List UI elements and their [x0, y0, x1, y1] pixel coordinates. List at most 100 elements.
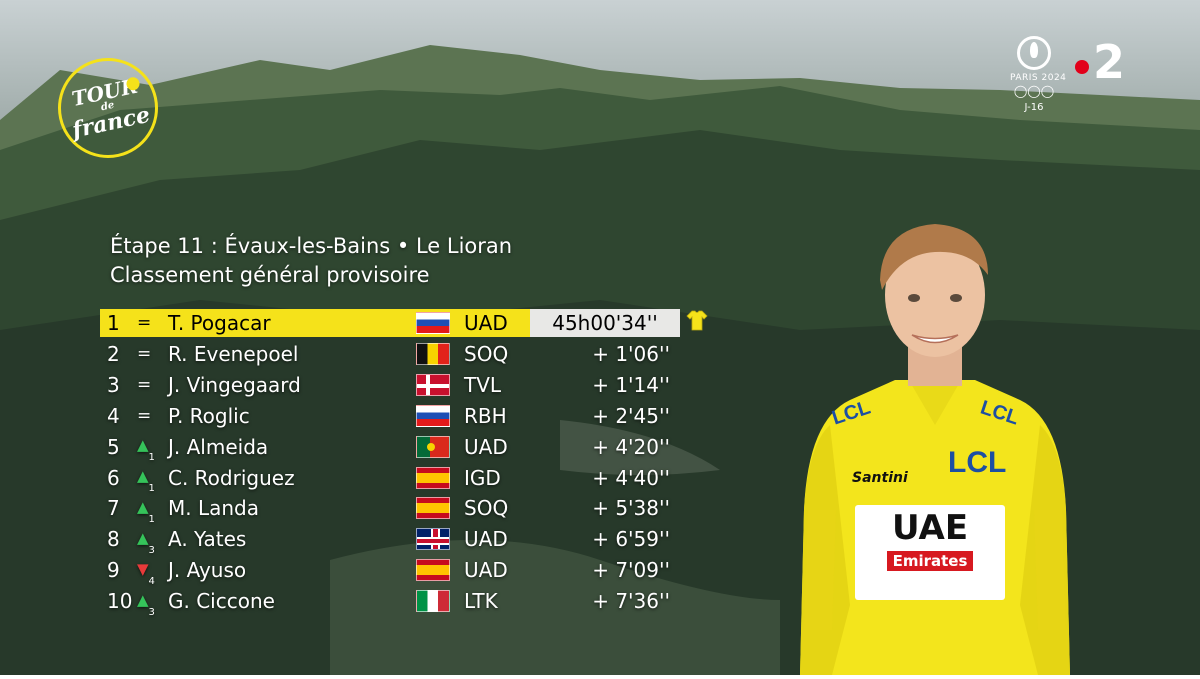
rank: 2 [107, 341, 120, 366]
move-symbol: ▼ [137, 559, 149, 578]
team-code: SOQ [464, 496, 509, 521]
team-code: UAD [464, 527, 508, 552]
rank: 4 [107, 403, 120, 428]
time-gap: + 5'38'' [592, 496, 670, 521]
rider-name: A. Yates [168, 527, 247, 552]
jersey-emirates-text: Emirates [886, 551, 974, 571]
flag-den-icon [416, 373, 450, 396]
standings-row: 8 ▲3 A. Yates UAD + 6'59'' [100, 525, 680, 556]
rank: 6 [107, 465, 120, 490]
time-gap: + 4'20'' [592, 434, 670, 459]
standings-row: 7 ▲1 M. Landa SOQ + 5'38'' [100, 494, 680, 525]
rank-up-icon: ▲3 [137, 590, 159, 618]
flag-esp-icon [416, 466, 450, 489]
rider-name: J. Vingegaard [168, 372, 301, 397]
move-symbol: = [137, 405, 152, 426]
rank: 7 [107, 496, 120, 521]
flag-bel-icon [416, 342, 450, 365]
team-code: UAD [464, 558, 508, 583]
paris-2024-logo: PARIS 2024 ◯◯◯ J-16 [1010, 36, 1067, 113]
standings-row: 10 ▲3 G. Ciccone LTK + 7'36'' [100, 587, 680, 618]
rank-same-icon: = [137, 406, 159, 426]
rank-up-icon: ▲3 [137, 528, 159, 556]
team-code: UAD [464, 434, 508, 459]
yellow-jersey-icon [686, 310, 708, 331]
rider-name: P. Roglic [168, 403, 250, 428]
rank: 3 [107, 372, 120, 397]
rider-name: C. Rodriguez [168, 465, 295, 490]
rider-name: J. Almeida [168, 434, 269, 459]
move-count: 1 [148, 483, 155, 494]
team-code: TVL [464, 372, 502, 397]
rank: 10 [107, 589, 133, 614]
standings-row: 3 = J. Vingegaard TVL + 1'14'' [100, 371, 680, 399]
tdf-logo-word-3: france [69, 101, 153, 144]
jersey-sponsor-panel: UAE Emirates [855, 505, 1005, 600]
move-symbol: ▲ [137, 528, 149, 547]
standings-row: 6 ▲1 C. Rodriguez IGD + 4'40'' [100, 464, 680, 495]
rider-name: T. Pogacar [168, 311, 271, 335]
move-symbol: = [137, 374, 152, 395]
flag-svn-icon [416, 404, 450, 427]
jersey-santini: Santini [852, 470, 908, 486]
rank-up-icon: ▲1 [137, 497, 159, 525]
time-gap: + 7'09'' [592, 558, 670, 583]
france2-red-dot [1075, 60, 1089, 74]
move-count: 1 [148, 513, 155, 525]
time-gap: + 7'36'' [592, 589, 670, 614]
rider-name: J. Ayuso [168, 558, 247, 583]
france2-number: 2 [1093, 35, 1126, 89]
time-gap: + 1'14'' [592, 372, 670, 397]
stage-title: Étape 11 : Évaux-les-Bains • Le Lioran [110, 234, 513, 258]
rank-same-icon: = [137, 344, 159, 364]
move-symbol: ▲ [137, 467, 149, 485]
move-symbol: ▲ [137, 497, 149, 516]
move-symbol: ▲ [137, 590, 149, 609]
rank-same-icon: = [137, 313, 159, 333]
rank: 5 [107, 434, 120, 459]
standings-row: 9 ▼4 J. Ayuso UAD + 7'09'' [100, 556, 680, 587]
flag-esp-icon [416, 497, 450, 520]
olympic-rings-icon: ◯◯◯ [1013, 84, 1055, 98]
time-gap: 45h00'34'' [530, 309, 680, 337]
olympic-countdown: J-16 [1024, 102, 1044, 113]
classification-subtitle: Classement général provisoire [110, 263, 430, 287]
time-gap: + 6'59'' [592, 527, 670, 552]
rider-name: R. Evenepoel [168, 341, 299, 366]
rider-illustration [800, 224, 1070, 675]
time-gap: + 4'40'' [592, 465, 670, 490]
team-code: LTK [464, 589, 498, 614]
rider-name: M. Landa [168, 496, 259, 521]
flag-gbr-icon [416, 528, 450, 551]
team-code: RBH [464, 403, 507, 428]
rider-portrait [790, 210, 1080, 675]
rank-down-icon: ▼4 [137, 559, 159, 587]
time-gap: + 2'45'' [592, 403, 670, 428]
move-symbol: = [137, 343, 152, 364]
rank: 1 [107, 311, 120, 335]
standings-row: 4 = P. Roglic RBH + 2'45'' [100, 402, 680, 430]
flag-svn-icon [416, 312, 450, 334]
team-code: IGD [464, 465, 501, 490]
flag-ita-icon [416, 590, 450, 613]
standings-row: 2 = R. Evenepoel SOQ + 1'06'' [100, 340, 680, 368]
move-symbol: ▲ [137, 436, 149, 455]
move-count: 3 [148, 606, 155, 618]
jersey-uae-text: UAE [891, 508, 969, 548]
rank: 9 [107, 558, 120, 583]
move-count: 1 [148, 452, 155, 464]
paris-2024-text: PARIS 2024 [1010, 73, 1067, 83]
rank-up-icon: ▲1 [137, 436, 159, 463]
flag-por-icon [416, 435, 450, 458]
paris-flame-icon [1017, 36, 1051, 70]
move-count: 3 [148, 544, 155, 556]
rank: 8 [107, 527, 120, 552]
team-code: SOQ [464, 341, 509, 366]
standings-row-leader: 1 = T. Pogacar UAD 45h00'34'' [100, 309, 680, 337]
move-count: 4 [148, 575, 155, 587]
jersey-lcl-chest: LCL [948, 446, 1007, 479]
team-code: UAD [464, 311, 508, 335]
move-symbol: = [137, 313, 152, 333]
rank-up-icon: ▲1 [137, 467, 159, 494]
rider-name: G. Ciccone [168, 589, 275, 614]
